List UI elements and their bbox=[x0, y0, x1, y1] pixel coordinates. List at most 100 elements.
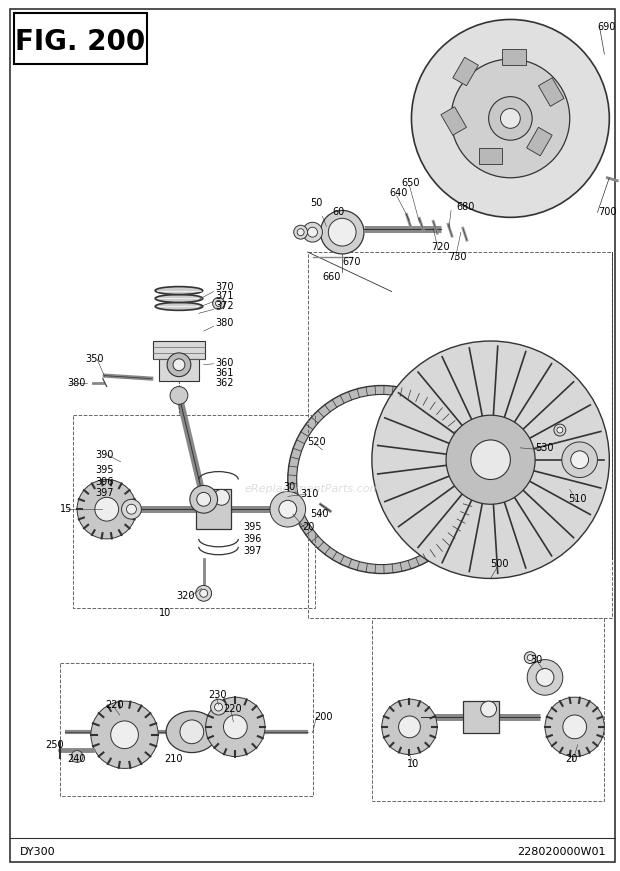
Circle shape bbox=[200, 590, 208, 598]
Text: FIG. 200: FIG. 200 bbox=[15, 28, 145, 57]
Text: 700: 700 bbox=[598, 207, 617, 218]
Text: 30: 30 bbox=[530, 655, 542, 665]
Circle shape bbox=[213, 298, 224, 309]
Circle shape bbox=[213, 490, 229, 505]
Text: 370: 370 bbox=[216, 281, 234, 292]
Text: 362: 362 bbox=[216, 377, 234, 388]
Text: 20: 20 bbox=[565, 753, 577, 764]
Circle shape bbox=[471, 440, 510, 480]
Text: 395: 395 bbox=[95, 464, 113, 475]
Text: 60: 60 bbox=[332, 207, 345, 218]
Ellipse shape bbox=[155, 287, 203, 294]
Bar bbox=[196, 490, 231, 529]
Text: 200: 200 bbox=[314, 712, 333, 722]
Text: 240: 240 bbox=[67, 753, 86, 764]
Bar bbox=[14, 12, 148, 64]
Text: 230: 230 bbox=[209, 690, 227, 700]
Circle shape bbox=[77, 480, 136, 539]
Circle shape bbox=[111, 721, 138, 749]
Text: 520: 520 bbox=[308, 437, 326, 447]
Text: 310: 310 bbox=[301, 490, 319, 499]
Text: 396: 396 bbox=[95, 476, 113, 487]
Circle shape bbox=[173, 359, 185, 371]
Text: 395: 395 bbox=[243, 522, 262, 532]
Circle shape bbox=[167, 353, 191, 376]
Text: 228020000W01: 228020000W01 bbox=[517, 847, 605, 856]
Circle shape bbox=[122, 499, 141, 519]
Text: 510: 510 bbox=[568, 495, 587, 504]
Text: 380: 380 bbox=[216, 318, 234, 328]
Circle shape bbox=[446, 415, 535, 504]
Bar bbox=[159, 359, 199, 381]
Circle shape bbox=[562, 442, 598, 477]
Circle shape bbox=[480, 701, 497, 717]
Text: 650: 650 bbox=[402, 178, 420, 188]
Bar bbox=[502, 49, 526, 65]
Text: 396: 396 bbox=[243, 534, 262, 544]
Circle shape bbox=[270, 491, 306, 527]
Text: 350: 350 bbox=[85, 354, 104, 364]
Text: 397: 397 bbox=[243, 546, 262, 556]
Text: DY300: DY300 bbox=[20, 847, 55, 856]
Ellipse shape bbox=[155, 294, 203, 302]
Circle shape bbox=[126, 504, 136, 514]
Bar bbox=[308, 252, 613, 618]
Circle shape bbox=[279, 500, 297, 518]
Circle shape bbox=[308, 227, 317, 237]
Circle shape bbox=[372, 341, 609, 578]
Circle shape bbox=[527, 655, 533, 660]
Circle shape bbox=[500, 109, 520, 128]
Circle shape bbox=[399, 716, 420, 738]
Circle shape bbox=[216, 300, 221, 307]
Circle shape bbox=[197, 492, 211, 506]
Bar bbox=[463, 701, 498, 733]
Circle shape bbox=[91, 701, 158, 768]
Text: 660: 660 bbox=[322, 272, 341, 281]
Ellipse shape bbox=[155, 302, 203, 310]
Circle shape bbox=[71, 751, 83, 762]
Circle shape bbox=[489, 97, 532, 140]
Text: 500: 500 bbox=[490, 558, 509, 569]
Circle shape bbox=[196, 585, 211, 601]
Circle shape bbox=[451, 59, 570, 178]
Text: 15: 15 bbox=[60, 504, 73, 514]
Text: 30: 30 bbox=[283, 483, 295, 492]
Text: 397: 397 bbox=[95, 489, 113, 498]
Circle shape bbox=[563, 715, 587, 739]
Circle shape bbox=[329, 219, 356, 246]
Text: 720: 720 bbox=[432, 242, 450, 252]
Text: 690: 690 bbox=[598, 23, 616, 32]
Circle shape bbox=[211, 699, 226, 715]
Text: 371: 371 bbox=[216, 292, 234, 301]
Text: 540: 540 bbox=[311, 510, 329, 519]
Circle shape bbox=[525, 652, 536, 664]
Text: 20: 20 bbox=[303, 522, 315, 532]
Bar bbox=[479, 148, 502, 164]
Circle shape bbox=[536, 668, 554, 686]
Circle shape bbox=[180, 720, 204, 744]
Text: 530: 530 bbox=[535, 442, 554, 453]
Bar bbox=[441, 107, 466, 135]
Ellipse shape bbox=[166, 711, 218, 753]
Text: 361: 361 bbox=[216, 368, 234, 378]
Text: 670: 670 bbox=[342, 257, 361, 267]
Text: 10: 10 bbox=[159, 608, 171, 618]
Text: 640: 640 bbox=[390, 187, 408, 198]
Bar bbox=[372, 618, 604, 801]
Text: 730: 730 bbox=[448, 252, 467, 262]
Circle shape bbox=[223, 715, 247, 739]
Text: 210: 210 bbox=[164, 753, 183, 764]
Bar bbox=[526, 127, 552, 156]
Bar bbox=[153, 341, 205, 359]
Bar bbox=[73, 415, 316, 608]
Bar bbox=[538, 78, 564, 106]
Circle shape bbox=[294, 226, 308, 240]
Text: 220: 220 bbox=[105, 700, 123, 710]
Circle shape bbox=[554, 424, 566, 436]
Circle shape bbox=[297, 229, 304, 236]
Text: 50: 50 bbox=[311, 198, 323, 207]
Circle shape bbox=[303, 222, 322, 242]
Bar bbox=[60, 663, 312, 796]
Circle shape bbox=[321, 211, 364, 254]
Circle shape bbox=[571, 451, 588, 469]
